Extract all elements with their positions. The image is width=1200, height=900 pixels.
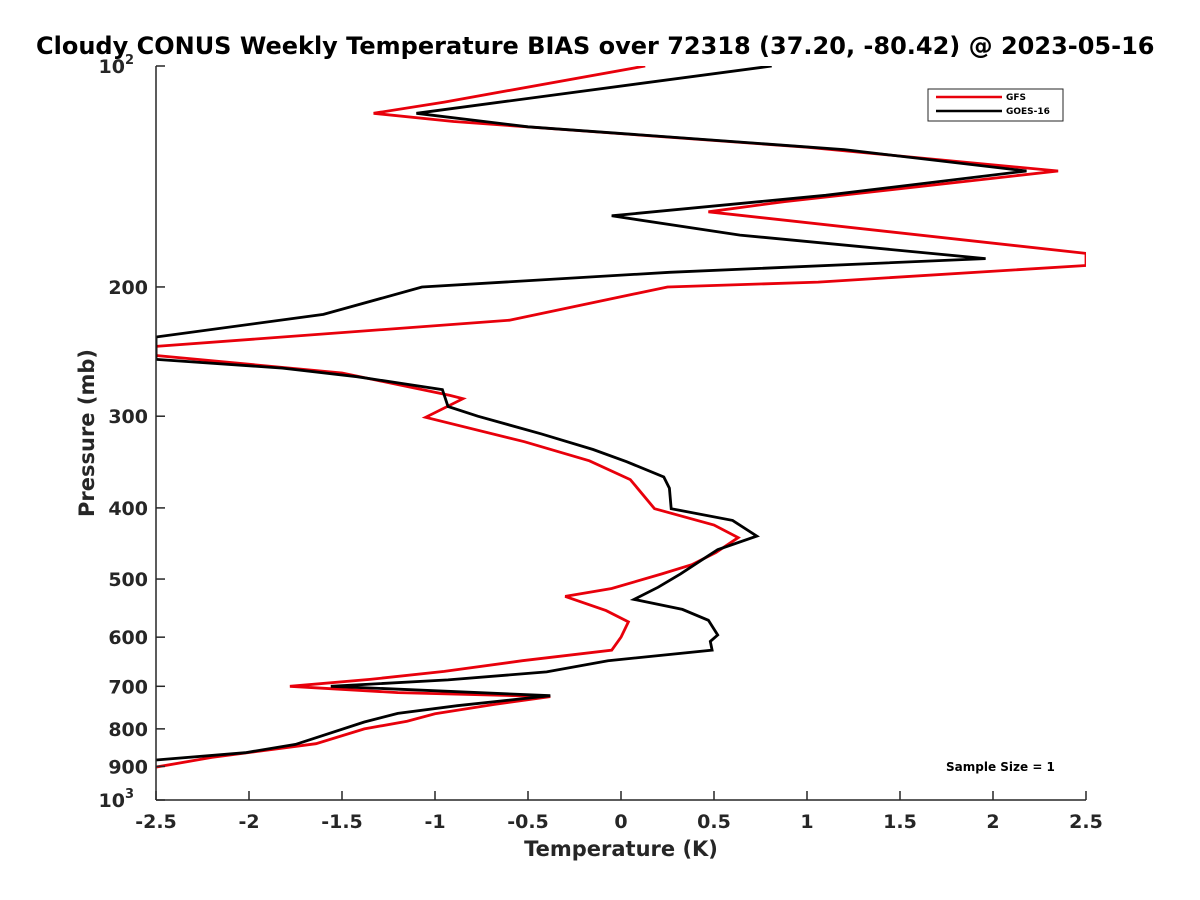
- y-tick-label: 900: [108, 756, 148, 778]
- axes: [155, 66, 1086, 801]
- x-tick-label: -1.5: [321, 811, 363, 833]
- y-tick-label: 103: [99, 787, 135, 812]
- series-line-goes16: [156, 66, 1027, 762]
- legend-box: [927, 88, 1064, 122]
- y-axis-label: Pressure (mb): [75, 349, 99, 517]
- x-tick-label: 1.5: [883, 811, 917, 833]
- chart-title: Cloudy CONUS Weekly Temperature BIAS ove…: [36, 32, 1154, 60]
- y-tick-label: 800: [108, 719, 148, 741]
- x-tick-label: -2.5: [135, 811, 177, 833]
- series-line-gfs: [156, 66, 1086, 769]
- x-tick-label: 1: [800, 811, 813, 833]
- x-tick-label: -2: [238, 811, 259, 833]
- y-tick-label: 600: [108, 627, 148, 649]
- y-tick-label: 200: [108, 277, 148, 299]
- x-tick-label: 0: [614, 811, 627, 833]
- y-tick-label: 400: [108, 498, 148, 520]
- sample-size-annotation: Sample Size = 1: [946, 760, 1055, 774]
- x-tick-label: -1: [424, 811, 445, 833]
- x-ticks: -2.5 -2 -1.5 -1 -0.5 0 0.5 1 1.5 2 2.5: [135, 791, 1103, 833]
- y-ticks: 102 200 300 400 500 600 700 800 900 103: [99, 53, 165, 812]
- legend-label-goes16: GOES-16: [1006, 107, 1050, 117]
- x-axis-label: Temperature (K): [524, 837, 718, 861]
- y-tick-label: 500: [108, 569, 148, 591]
- legend: GFS GOES-16: [927, 88, 1064, 122]
- x-tick-label: 2.5: [1069, 811, 1103, 833]
- x-tick-label: 2: [986, 811, 999, 833]
- x-tick-label: -0.5: [507, 811, 549, 833]
- legend-label-gfs: GFS: [1006, 93, 1026, 103]
- x-tick-label: 0.5: [697, 811, 731, 833]
- y-tick-label: 700: [108, 676, 148, 698]
- y-tick-label: 300: [108, 406, 148, 428]
- y-tick-label: 102: [99, 53, 135, 78]
- series-layer: [156, 66, 1086, 769]
